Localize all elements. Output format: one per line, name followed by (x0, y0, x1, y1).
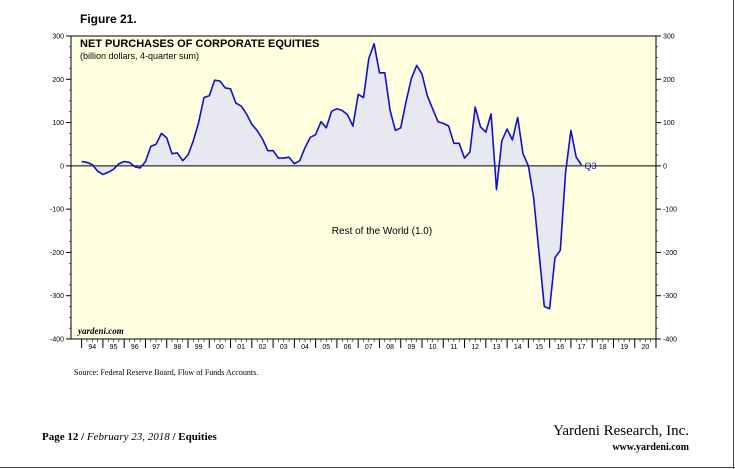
chart-subtitle: (billion dollars, 4-quarter sum) (80, 51, 199, 61)
x-axis: 94 95 96 97 98 99 00 01 02 03 04 05 06 07 08 09 10 11 12 13… (81, 339, 657, 351)
x-tick-label: 99 (195, 344, 203, 351)
y-tick-label-right: -200 (663, 250, 677, 257)
area-fill (81, 43, 582, 309)
chart-title: NET PURCHASES OF CORPORATE EQUITIES (80, 38, 319, 50)
x-tick-label: 11 (450, 344, 457, 351)
footer-page-info: Page 12 / February 23, 2018 / Equities (42, 431, 217, 443)
y-tick-label-right: 0 (663, 163, 667, 170)
y-tick-label-left: 300 (52, 34, 64, 41)
series-line (81, 43, 583, 310)
series-label: Rest of the World (1.0) (332, 226, 432, 237)
y-tick-label-right: 200 (663, 77, 675, 84)
page-number: Page 12 (42, 431, 79, 443)
y-axis-left: -400 -300 -200 -100 0 100 200 300 (50, 34, 71, 344)
frame-bottom (0, 467, 735, 468)
x-tick-label: 95 (110, 344, 118, 351)
x-tick-label: 15 (535, 344, 543, 351)
figure-label: Figure 21. (80, 12, 137, 26)
x-tick-label: 04 (301, 344, 309, 351)
y-tick-label-left: 0 (60, 163, 64, 170)
x-tick-label: 18 (599, 344, 607, 351)
x-tick-label: 09 (407, 344, 415, 351)
x-tick-label: 19 (620, 344, 628, 351)
plot-area (71, 36, 656, 339)
website: www.yardeni.com (612, 442, 689, 453)
x-tick-label: 14 (514, 344, 522, 351)
y-tick-label-right: -400 (663, 337, 677, 344)
x-tick-label: 20 (641, 344, 649, 351)
x-tick-label: 16 (556, 344, 564, 351)
date: February 23, 2018 (86, 431, 170, 443)
y-tick-label-left: -100 (50, 207, 64, 214)
x-tick-label: 96 (131, 344, 139, 351)
frame-right (733, 0, 734, 469)
x-tick-label: 05 (322, 344, 330, 351)
x-tick-label: 00 (216, 344, 224, 351)
x-tick-label: 01 (237, 344, 245, 351)
company-name: Yardeni Research, Inc. (553, 423, 689, 439)
source-note: Source: Federal Reserve Board, Flow of F… (74, 368, 259, 377)
x-tick-label: 17 (578, 344, 586, 351)
y-tick-label-left: 200 (52, 77, 64, 84)
y-tick-label-left: -400 (50, 337, 64, 344)
separator: / (78, 431, 87, 443)
y-tick-label-right: 100 (663, 120, 675, 127)
x-tick-label: 03 (280, 344, 288, 351)
y-tick-label-right: 300 (663, 34, 675, 41)
y-tick-label-right: -100 (663, 207, 677, 214)
separator: / (169, 431, 179, 443)
x-tick-label: 10 (429, 344, 437, 351)
x-tick-label: 13 (493, 344, 501, 351)
x-tick-label: 97 (152, 344, 160, 351)
x-tick-label: 07 (365, 344, 373, 351)
section: Equities (178, 431, 217, 443)
x-tick-label: 98 (173, 344, 181, 351)
x-tick-label: 94 (88, 344, 96, 351)
y-tick-label-left: -300 (50, 293, 64, 300)
y-tick-label-right: -300 (663, 293, 677, 300)
watermark: yardeni.com (77, 326, 124, 336)
x-tick-label: 02 (259, 344, 267, 351)
x-tick-label: 12 (471, 344, 479, 351)
x-tick-label: 06 (344, 344, 352, 351)
annotation-q3: Q3 (585, 161, 597, 171)
x-tick-label: 08 (386, 344, 394, 351)
y-tick-label-left: 100 (52, 120, 64, 127)
y-tick-label-left: -200 (50, 250, 64, 257)
y-axis-right: -400 -300 -200 -100 0 100 200 300 (656, 34, 677, 344)
